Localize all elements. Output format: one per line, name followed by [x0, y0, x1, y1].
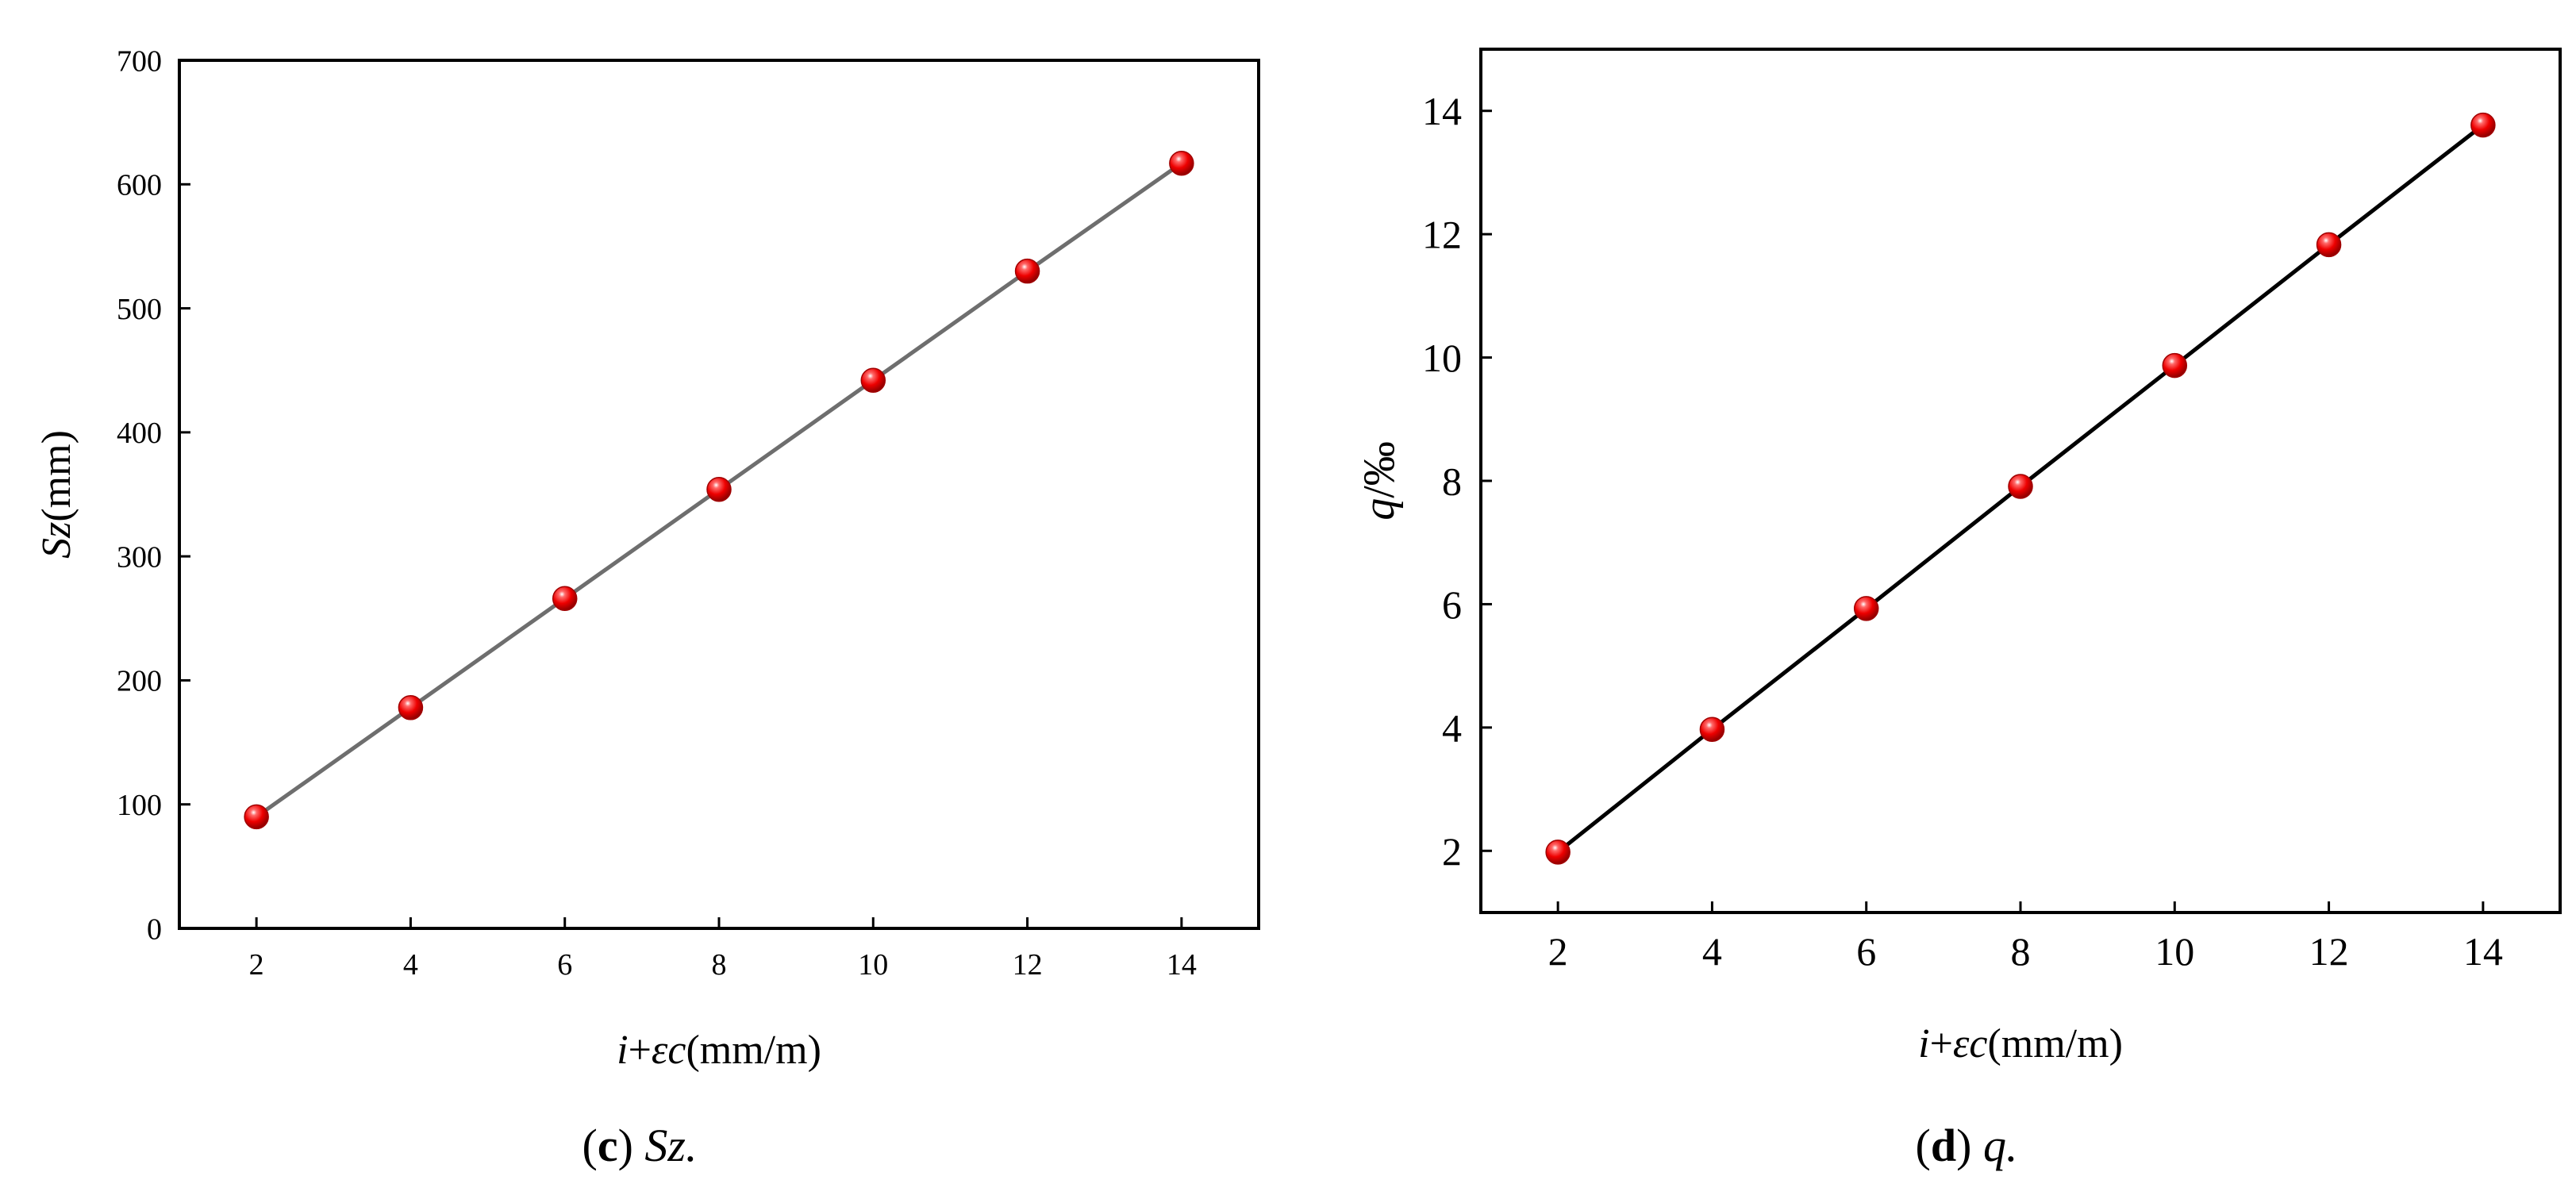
y-axis-ticks-d: 2 4 6 8 10 12 14: [1422, 89, 1492, 874]
x-title-part-3: εc: [652, 1028, 686, 1073]
data-point: [1169, 150, 1194, 176]
data-point: [2008, 474, 2033, 499]
y-title-part-2: /‰: [1355, 441, 1404, 498]
y-tick-label: 4: [1442, 705, 1462, 750]
x-tick-label: 14: [1167, 948, 1197, 982]
caption-open-paren: (: [1916, 1120, 1931, 1171]
x-tick-label: 2: [249, 948, 264, 982]
y-tick-label: 10: [1422, 336, 1462, 380]
y-tick-label: 700: [117, 44, 162, 78]
caption-letter-d: d: [1931, 1120, 1956, 1171]
caption-close-paren: ): [1956, 1120, 1983, 1171]
data-point: [1853, 596, 1879, 621]
y-axis-title-c: Sz(mm): [34, 430, 79, 559]
x-tick-label: 8: [712, 948, 727, 982]
data-point: [552, 586, 578, 612]
y-tick-label: 600: [117, 169, 162, 202]
x-tick-label: 6: [1856, 929, 1876, 974]
data-point: [244, 804, 269, 830]
y-tick-label: 6: [1442, 582, 1462, 627]
y-tick-label: 14: [1422, 89, 1462, 133]
y-tick-label: 0: [147, 913, 162, 946]
data-point: [1699, 717, 1725, 742]
y-tick-label: 8: [1442, 459, 1462, 504]
x-tick-label: 6: [557, 948, 572, 982]
y-title-part-1: q: [1355, 498, 1404, 521]
y-tick-label: 300: [117, 540, 162, 574]
data-point: [2316, 232, 2342, 258]
x-tick-label: 2: [1548, 929, 1568, 974]
x-axis-title-d: i+εc(mm/m): [1918, 1021, 2123, 1066]
y-tick-label: 200: [117, 665, 162, 698]
caption-letter-c: c: [598, 1120, 618, 1171]
series-d: [1545, 112, 2496, 865]
x-title-part-3: εc: [1953, 1021, 1988, 1066]
y-tick-label: 12: [1422, 213, 1462, 257]
y-tick-label: 400: [117, 417, 162, 450]
caption-open-paren: (: [582, 1120, 598, 1171]
y-tick-label: 2: [1442, 829, 1462, 874]
x-tick-label: 4: [1702, 929, 1722, 974]
x-title-part-4: (mm/m): [1987, 1021, 2122, 1066]
series-c: [244, 150, 1194, 830]
data-point: [2162, 352, 2188, 378]
x-title-part-2: +: [629, 1028, 652, 1073]
y-title-part-2: (mm): [34, 430, 79, 522]
data-point: [860, 367, 886, 393]
data-point: [398, 695, 424, 720]
x-title-part-2: +: [1930, 1021, 1953, 1066]
x-title-part-1: i: [1918, 1021, 1929, 1066]
x-title-part-4: (mm/m): [686, 1028, 821, 1073]
x-tick-label: 10: [2155, 929, 2194, 974]
y-title-part-1: Sz: [34, 522, 79, 559]
caption-d: (d) q.: [1916, 1120, 2018, 1171]
y-axis-title-d: q/‰: [1355, 441, 1404, 521]
x-tick-label: 4: [403, 948, 418, 982]
data-point: [1014, 258, 1040, 284]
x-title-part-1: i: [617, 1028, 628, 1073]
caption-text-d: q.: [1983, 1120, 2018, 1171]
y-tick-label: 100: [117, 789, 162, 822]
caption-text-c: Sz.: [644, 1120, 697, 1171]
data-point: [1545, 840, 1571, 865]
x-axis-title-c: i+εc(mm/m): [617, 1028, 821, 1073]
caption-c: (c) Sz.: [582, 1120, 698, 1171]
data-point: [2470, 112, 2496, 138]
x-axis-ticks-c: 2 4 6 8 10 12 14: [249, 917, 1197, 982]
x-axis-ticks-d: 2 4 6 8 10 12 14: [1548, 901, 2503, 974]
caption-close-paren: ): [618, 1120, 645, 1171]
x-tick-label: 12: [1013, 948, 1043, 982]
x-tick-label: 14: [2463, 929, 2503, 974]
x-tick-label: 8: [2011, 929, 2031, 974]
x-tick-label: 10: [858, 948, 888, 982]
y-axis-ticks-c: 0 100 200 300 400 500 600 700: [117, 44, 190, 946]
data-point: [706, 476, 732, 502]
x-tick-label: 12: [2309, 929, 2349, 974]
y-tick-label: 500: [117, 293, 162, 326]
panel-d: 2 4 6 8 10 12 14 2 4 6 8 10 12 14 i+εc(mm/m) q/‰ (d)…: [1355, 48, 2562, 1171]
